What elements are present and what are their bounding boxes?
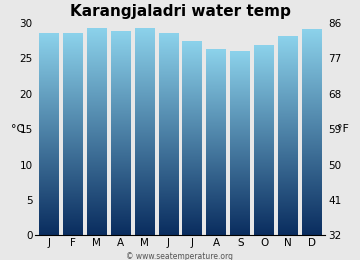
Y-axis label: °C: °C <box>12 124 24 134</box>
Text: © www.seatemperature.org: © www.seatemperature.org <box>126 252 234 260</box>
Title: Karangjaladri water temp: Karangjaladri water temp <box>70 4 291 19</box>
Y-axis label: °F: °F <box>337 124 348 134</box>
